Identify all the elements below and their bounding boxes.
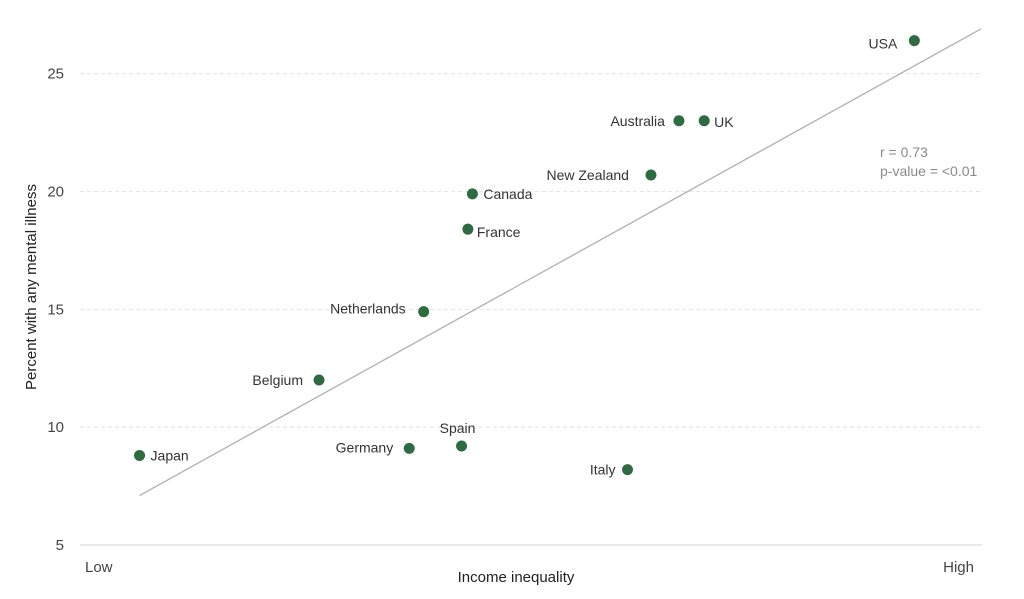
y-axis-label: Percent with any mental illness [23, 184, 40, 390]
point-usa [908, 35, 920, 47]
point-label-australia: Australia [610, 113, 665, 129]
point-netherlands [418, 306, 430, 318]
point-label-spain: Spain [440, 420, 476, 436]
x-axis-label: Income inequality [458, 569, 575, 586]
point-label-italy: Italy [590, 462, 616, 478]
y-tick-label-15: 15 [47, 301, 64, 318]
point-spain [456, 440, 468, 452]
point-belgium [313, 374, 325, 386]
point-japan [134, 449, 146, 461]
point-label-uk: UK [714, 114, 734, 130]
annotation-r: r = 0.73 [880, 144, 928, 160]
point-italy [622, 464, 634, 476]
point-france [462, 223, 474, 235]
point-germany [403, 442, 415, 454]
y-tick-labels: 5 10 15 20 25 [47, 66, 64, 554]
point-new-zealand [645, 169, 657, 181]
point-label-germany: Germany [336, 439, 394, 455]
x-tick-label-low: Low [85, 559, 113, 576]
point-labels: Japan Belgium Germany Spain Netherlands Franc… [151, 36, 898, 478]
y-tick-label-5: 5 [56, 537, 64, 554]
gridlines [80, 73, 982, 428]
x-tick-label-high: High [943, 559, 974, 576]
y-tick-label-25: 25 [47, 66, 64, 83]
point-australia [673, 115, 685, 127]
annotation-p-value: p-value = <0.01 [880, 163, 978, 179]
y-tick-label-20: 20 [47, 183, 64, 200]
point-label-japan: Japan [151, 447, 189, 463]
point-label-france: France [477, 224, 521, 240]
point-label-belgium: Belgium [252, 372, 303, 388]
y-tick-label-10: 10 [47, 419, 64, 436]
point-uk [698, 115, 710, 127]
point-label-new-zealand: New Zealand [546, 167, 629, 183]
trend-line [139, 28, 982, 497]
point-canada [466, 188, 478, 200]
point-label-netherlands: Netherlands [330, 301, 406, 317]
data-points [134, 35, 920, 476]
point-label-usa: USA [869, 36, 898, 52]
point-label-canada: Canada [483, 186, 532, 202]
